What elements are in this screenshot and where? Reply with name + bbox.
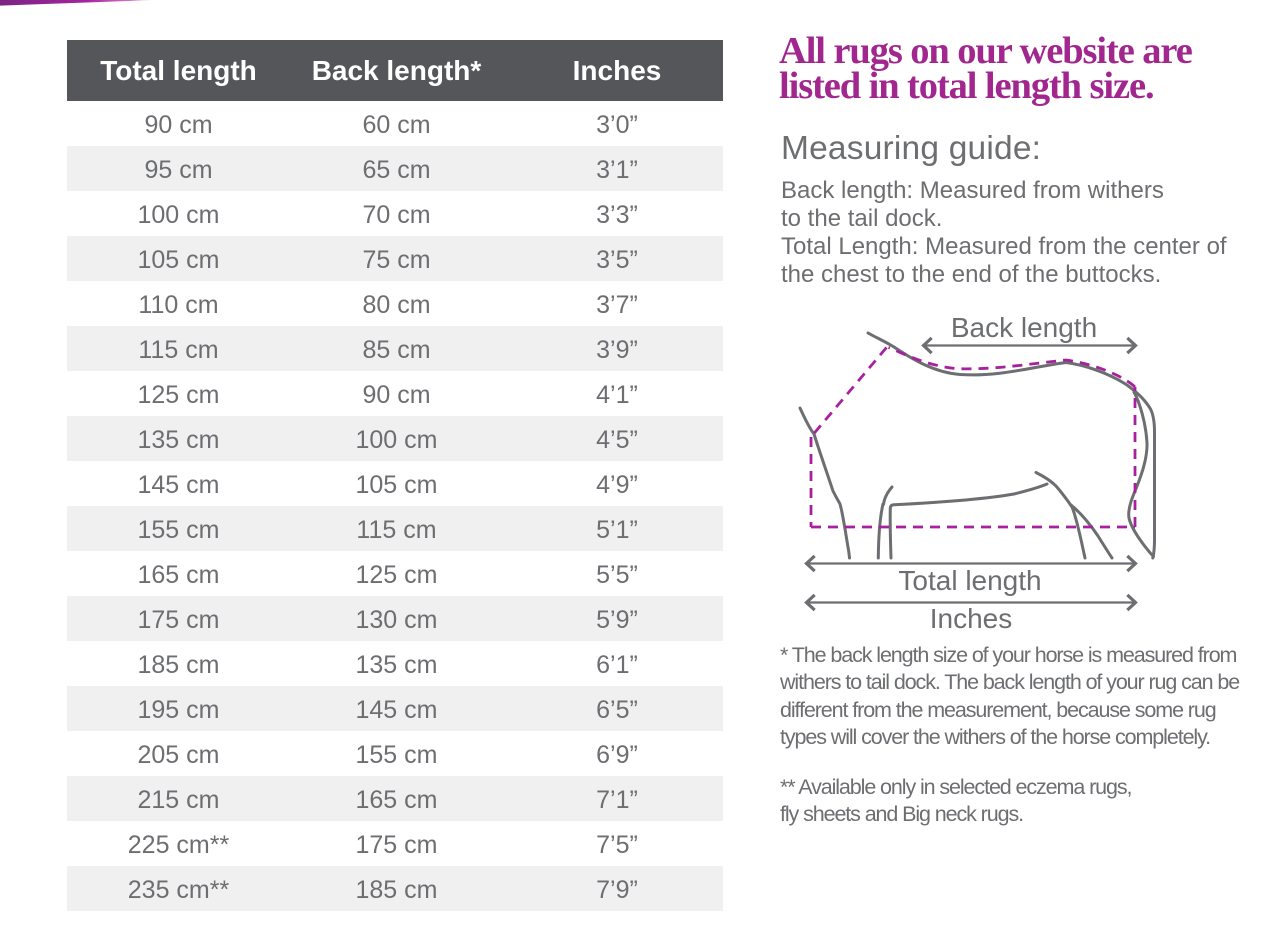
svg-text:Back length: Back length	[951, 312, 1097, 343]
svg-text:Total length: Total length	[898, 565, 1041, 596]
svg-text:Inches: Inches	[930, 603, 1013, 634]
